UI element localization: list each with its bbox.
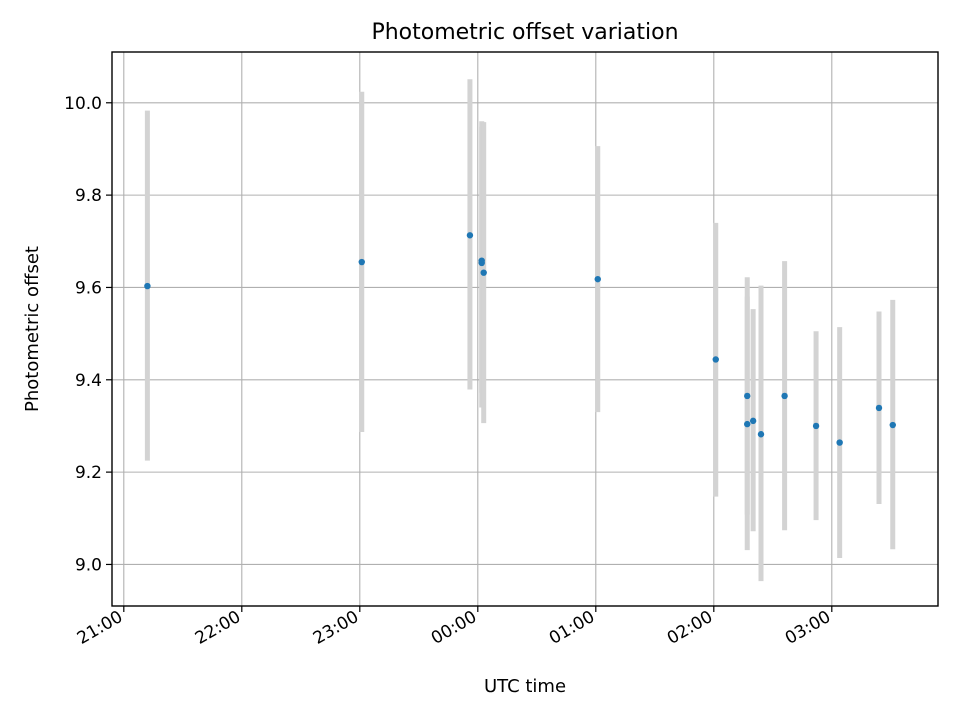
- x-axis-label: UTC time: [484, 676, 566, 697]
- data-point: [144, 282, 151, 290]
- y-tick-label: 10.0: [64, 94, 102, 114]
- data-point: [594, 275, 601, 283]
- data-point: [712, 356, 719, 363]
- data-point: [358, 258, 365, 266]
- data-point: [744, 420, 751, 428]
- x-tick-label: 02:00: [664, 607, 716, 649]
- x-tick-label: 00:00: [428, 607, 480, 649]
- data-point: [781, 392, 788, 400]
- data-point: [466, 232, 474, 239]
- y-axis: 9.0 9.2 9.4 9.6 9.8 10.0: [64, 94, 112, 575]
- data-point: [889, 421, 896, 429]
- points: [144, 232, 896, 446]
- x-tick-label: 03:00: [782, 607, 834, 649]
- data-point: [480, 269, 487, 276]
- x-tick-label: 01:00: [546, 607, 598, 649]
- grid: [112, 52, 938, 606]
- x-tick-label: 21:00: [74, 607, 126, 649]
- data-point: [812, 422, 820, 430]
- y-tick-label: 9.2: [75, 463, 102, 483]
- y-axis-label: Photometric offset: [22, 246, 43, 412]
- data-point: [744, 392, 751, 400]
- y-tick-label: 9.0: [75, 555, 102, 575]
- data-point: [757, 431, 765, 438]
- x-tick-label: 23:00: [310, 607, 362, 649]
- data-point: [836, 439, 843, 446]
- data-point: [478, 259, 485, 267]
- x-axis: 21:00 22:00 23:00 00:00 01:00 02:00 03:00: [74, 606, 834, 649]
- data-point: [749, 417, 757, 425]
- errorbars: [144, 79, 896, 582]
- y-tick-label: 9.6: [75, 278, 102, 298]
- plot-frame: [111, 51, 939, 607]
- y-tick-label: 9.4: [75, 371, 102, 391]
- y-tick-label: 9.8: [75, 186, 102, 206]
- data-point: [875, 404, 883, 412]
- x-tick-label: 22:00: [192, 607, 244, 649]
- chart-title: Photometric offset variation: [371, 20, 678, 45]
